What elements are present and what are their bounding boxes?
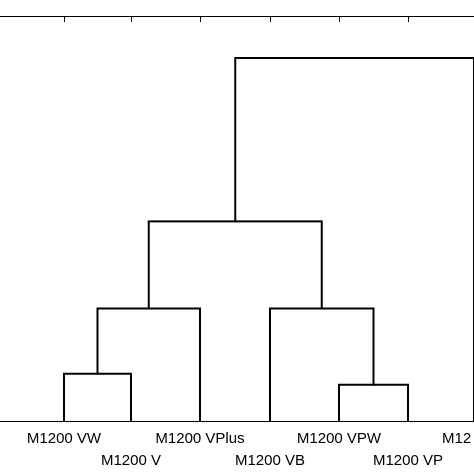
link-vw-v	[63, 372, 132, 422]
leaf-label-vp: M1200 VP	[373, 452, 443, 469]
leaf-label-v: M1200 V	[101, 452, 161, 469]
leaf-label-m12-cut: M12	[442, 430, 471, 447]
leaf-labels: M1200 VW M1200 V M1200 VPlus M1200 VB M1…	[27, 430, 471, 469]
link-vw-vplus	[96, 307, 201, 422]
leaf-label-vb: M1200 VB	[235, 452, 305, 469]
leaf-label-vpw: M1200 VPW	[297, 430, 382, 447]
dendrogram-links	[63, 57, 474, 422]
leaf-label-vplus: M1200 VPlus	[155, 430, 244, 447]
link-vb-vpw	[269, 307, 375, 422]
link-vpw-vp	[338, 383, 409, 422]
link-top	[234, 57, 474, 422]
leaf-label-vw: M1200 VW	[27, 430, 102, 447]
link-left-right	[147, 220, 323, 310]
